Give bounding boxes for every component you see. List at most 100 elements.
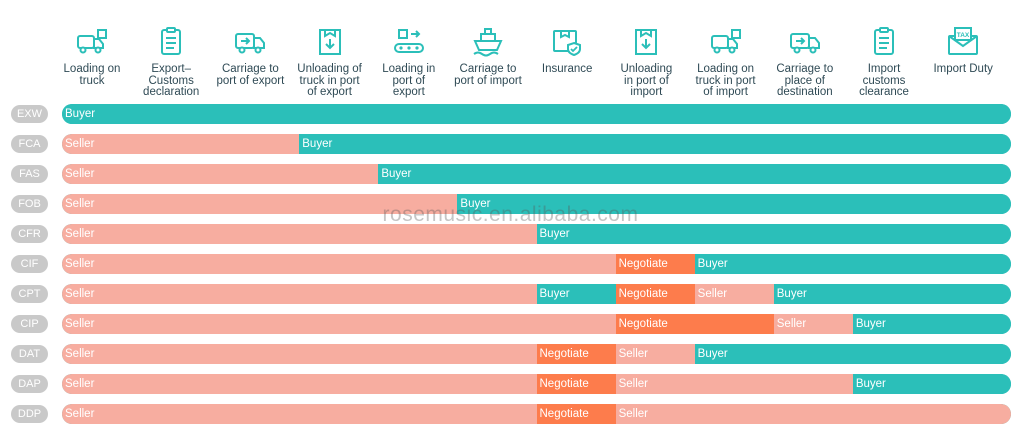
clipboard-icon <box>844 26 924 60</box>
incoterm-row: DAT Seller Negotiate Seller Buyer <box>0 344 1021 364</box>
stage-label: Carriage to port of export <box>216 63 285 87</box>
stage-column: Insurance <box>527 0 607 104</box>
segment-label: Negotiate <box>618 288 668 300</box>
segment-label: Buyer <box>65 108 96 120</box>
segment-label: Seller <box>776 318 807 330</box>
stage-label: Unloading of truck in port of export <box>297 63 362 99</box>
segment-buyer: Buyer <box>852 374 1011 394</box>
incoterm-badge: FAS <box>11 165 48 183</box>
incoterm-badge: DDP <box>11 405 48 423</box>
segment-seller: Seller <box>62 374 538 394</box>
incoterm-row: FOB Seller Buyer <box>0 194 1021 214</box>
incoterm-row: CIF Seller Negotiate Buyer <box>0 254 1021 274</box>
responsibility-bar: Seller Buyer <box>62 194 1011 214</box>
truck-loading-icon <box>686 26 766 60</box>
incoterm-row: CIP Seller Negotiate Seller Buyer <box>0 314 1021 334</box>
responsibility-bar: Seller Negotiate Seller Buyer <box>62 374 1011 394</box>
incoterm-badge: DAT <box>11 345 48 363</box>
segment-label: Buyer <box>539 288 570 300</box>
incoterm-badge: FOB <box>11 195 48 213</box>
insured-box-icon <box>527 26 607 60</box>
stage-column: Loading on truck <box>52 0 132 104</box>
incoterm-badge: CIF <box>11 255 48 273</box>
clipboard-icon <box>131 26 211 60</box>
responsibility-bar: Seller Negotiate Seller Buyer <box>62 344 1011 364</box>
segment-seller: Seller <box>615 344 696 364</box>
segment-buyer: Buyer <box>536 224 1011 244</box>
segment-label: Buyer <box>855 318 886 330</box>
segment-label: Seller <box>65 198 95 210</box>
segment-label: Seller <box>697 288 728 300</box>
segment-seller: Seller <box>62 284 538 304</box>
stage-label: Loading in port of export <box>382 63 436 99</box>
segment-seller: Seller <box>615 374 854 394</box>
stage-column: Import customs clearance <box>844 0 924 104</box>
stage-label: Export– Customs declaration <box>143 63 200 99</box>
segment-label: Seller <box>618 408 648 420</box>
segment-label: Seller <box>65 288 95 300</box>
stage-column: Carriage to place of destination <box>765 0 845 104</box>
conveyor-icon <box>369 26 449 60</box>
stage-column: TAX Import Duty <box>923 0 1003 104</box>
stage-label: Import Duty <box>933 63 993 75</box>
incoterm-badge: FCA <box>11 135 48 153</box>
segment-buyer: Buyer <box>378 164 1011 184</box>
incoterm-badge: CPT <box>11 285 48 303</box>
segment-label: Buyer <box>855 378 886 390</box>
segment-label: Buyer <box>539 228 570 240</box>
segment-buyer: Buyer <box>62 104 1011 124</box>
segment-label: Buyer <box>697 348 728 360</box>
segment-seller: Seller <box>773 314 854 334</box>
responsibility-bar: Seller Negotiate Buyer <box>62 254 1011 274</box>
segment-label: Seller <box>65 258 95 270</box>
segment-label: Negotiate <box>618 318 668 330</box>
segment-seller: Seller <box>62 404 538 424</box>
segment-negotiate: Negotiate <box>536 344 617 364</box>
stage-column: Unloading of truck in port of export <box>290 0 370 104</box>
segment-label: Seller <box>65 408 95 420</box>
segment-label: Buyer <box>776 288 807 300</box>
segment-seller: Seller <box>62 314 617 334</box>
segment-seller: Seller <box>615 404 1011 424</box>
unloading-box-icon <box>290 26 370 60</box>
stage-label: Insurance <box>541 63 593 75</box>
ship-icon <box>448 26 528 60</box>
truck-loading-icon <box>52 26 132 60</box>
segment-buyer: Buyer <box>694 344 1011 364</box>
incoterm-row: DAP Seller Negotiate Seller Buyer <box>0 374 1021 394</box>
segment-buyer: Buyer <box>852 314 1011 334</box>
segment-seller: Seller <box>62 344 538 364</box>
segment-label: Seller <box>65 228 95 240</box>
segment-label: Seller <box>618 378 648 390</box>
segment-label: Seller <box>65 318 95 330</box>
stage-column: Loading in port of export <box>369 0 449 104</box>
segment-buyer: Buyer <box>536 284 617 304</box>
segment-seller: Seller <box>694 284 775 304</box>
stage-label: Unloading in port of import <box>620 63 673 99</box>
segment-negotiate: Negotiate <box>615 284 696 304</box>
segment-label: Buyer <box>460 198 491 210</box>
stage-label: Loading on truck <box>63 63 121 87</box>
tax-icon-text: TAX <box>957 32 970 39</box>
segment-seller: Seller <box>62 254 617 274</box>
incoterm-badge: CIP <box>11 315 48 333</box>
incoterm-row: FCA Seller Buyer <box>0 134 1021 154</box>
segment-label: Buyer <box>302 138 333 150</box>
segment-seller: Seller <box>62 164 380 184</box>
segment-label: Seller <box>618 348 648 360</box>
responsibility-bar: Seller Negotiate Seller <box>62 404 1011 424</box>
stage-column: Carriage to port of export <box>210 0 290 104</box>
segment-buyer: Buyer <box>299 134 1011 154</box>
delivery-truck-icon <box>210 26 290 60</box>
incoterm-row: CFR Seller Buyer <box>0 224 1021 244</box>
segment-negotiate: Negotiate <box>615 314 775 334</box>
responsibility-bar: Seller Buyer <box>62 134 1011 154</box>
responsibility-bar: Buyer <box>62 104 1011 124</box>
incoterm-row: EXW Buyer <box>0 104 1021 124</box>
incoterm-row: DDP Seller Negotiate Seller <box>0 404 1021 424</box>
tax-envelope-icon: TAX <box>923 26 1003 60</box>
segment-negotiate: Negotiate <box>615 254 696 274</box>
stage-label: Loading on truck in port of import <box>695 63 756 99</box>
segment-buyer: Buyer <box>773 284 1011 304</box>
segment-label: Seller <box>65 348 95 360</box>
